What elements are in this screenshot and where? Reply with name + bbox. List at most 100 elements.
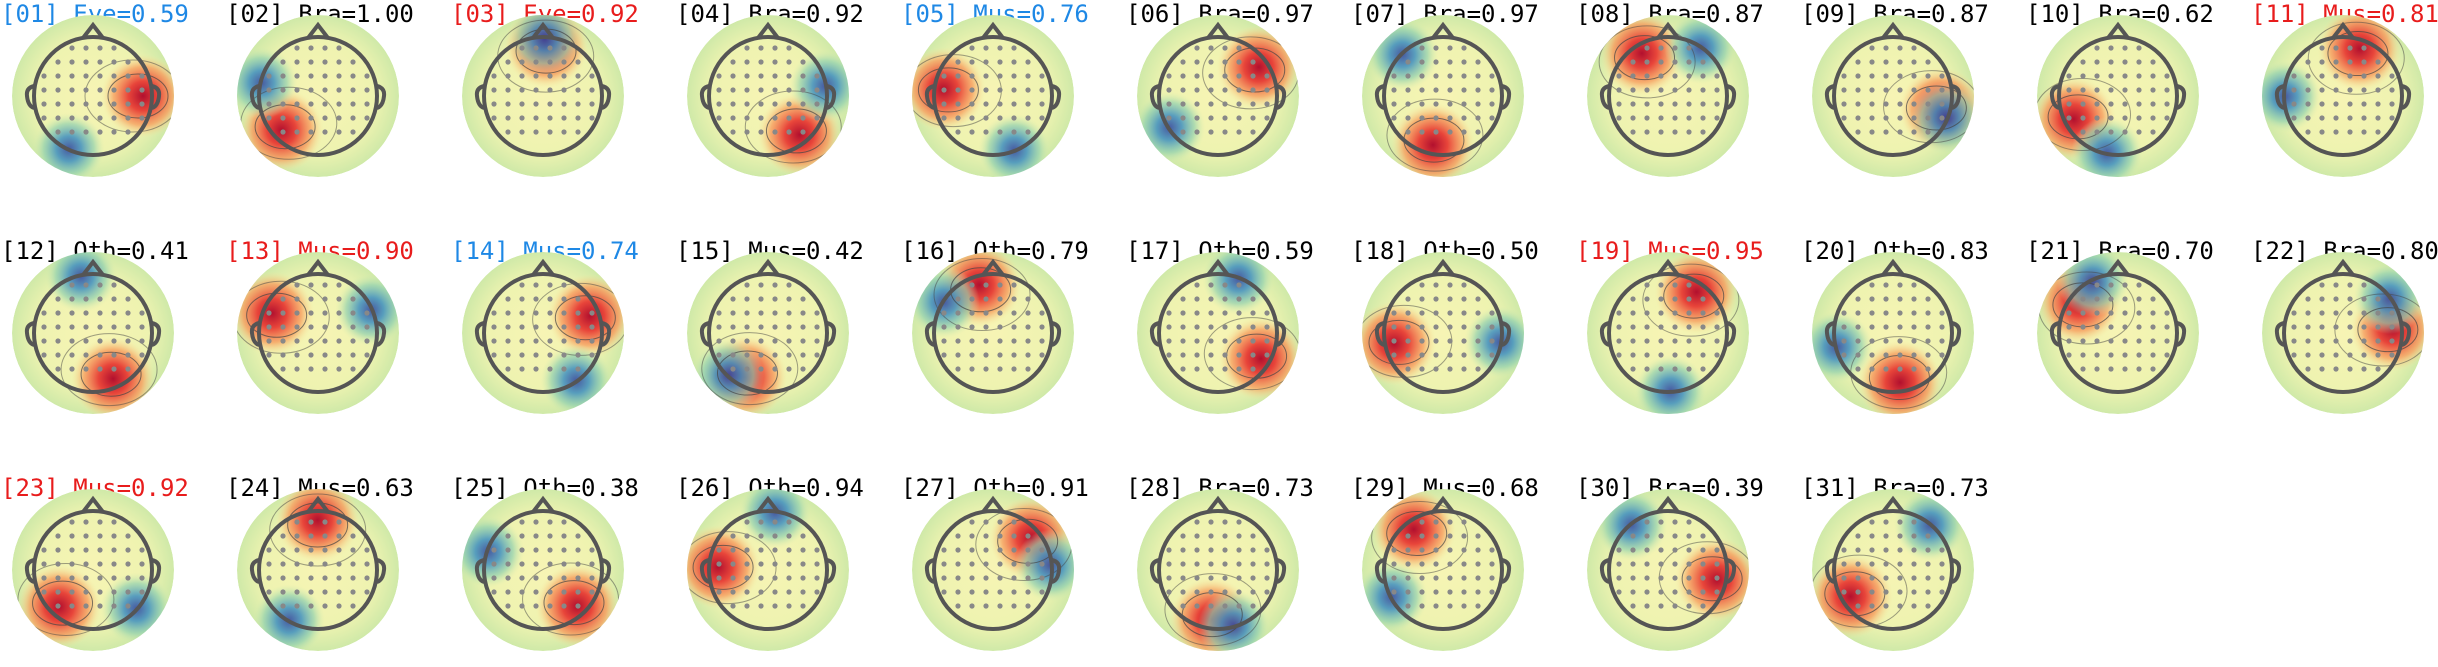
electrode xyxy=(2333,73,2339,79)
electrode xyxy=(983,87,989,93)
electrode xyxy=(1250,115,1256,121)
electrode xyxy=(294,101,300,107)
head-outline xyxy=(932,509,1054,631)
electrode xyxy=(266,575,272,581)
nose xyxy=(1431,258,1455,277)
electrode xyxy=(491,310,497,316)
electrode xyxy=(1911,45,1917,51)
electrode xyxy=(336,589,342,595)
electrode xyxy=(2305,352,2311,358)
electrode xyxy=(139,115,145,121)
electrode xyxy=(2361,338,2367,344)
electrode xyxy=(69,575,75,581)
electrode xyxy=(1644,338,1650,344)
electrode xyxy=(364,589,370,595)
electrode xyxy=(1011,547,1017,553)
electrode xyxy=(1672,59,1678,65)
electrode xyxy=(111,547,117,553)
electrode xyxy=(730,338,736,344)
electrode xyxy=(1419,519,1425,525)
electrode xyxy=(1911,59,1917,65)
electrode xyxy=(1911,296,1917,302)
left-ear xyxy=(2274,321,2285,347)
electrode xyxy=(139,561,145,567)
electrode xyxy=(336,366,342,372)
electrode xyxy=(1250,338,1256,344)
electrode xyxy=(308,338,314,344)
electrode xyxy=(969,101,975,107)
electrode xyxy=(2291,73,2297,79)
electrode xyxy=(547,352,553,358)
right-ear xyxy=(376,84,387,110)
electrode xyxy=(561,547,567,553)
electrode xyxy=(1180,561,1186,567)
electrode xyxy=(97,589,103,595)
electrode xyxy=(1222,519,1228,525)
electrode xyxy=(1925,352,1931,358)
electrode xyxy=(1686,366,1692,372)
electrode xyxy=(1208,129,1214,135)
electrode xyxy=(561,282,567,288)
electrode xyxy=(533,589,539,595)
right-ear xyxy=(1726,321,1737,347)
electrode xyxy=(1630,547,1636,553)
electrode xyxy=(1911,310,1917,316)
head-outline xyxy=(1832,35,1954,157)
electrode xyxy=(800,296,806,302)
electrode xyxy=(2291,115,2297,121)
electrode xyxy=(505,589,511,595)
electrode xyxy=(125,561,131,567)
electrode xyxy=(1208,45,1214,51)
electrode xyxy=(1180,73,1186,79)
electrode xyxy=(1264,310,1270,316)
electrode xyxy=(55,129,61,135)
left-ear xyxy=(1824,84,1835,110)
contour xyxy=(554,295,616,341)
electrode xyxy=(1686,589,1692,595)
electrode xyxy=(1250,87,1256,93)
electrode xyxy=(111,603,117,609)
electrode xyxy=(83,282,89,288)
electrode xyxy=(1405,310,1411,316)
electrode xyxy=(41,561,47,567)
electrode xyxy=(2305,310,2311,316)
electrode xyxy=(125,296,131,302)
electrode xyxy=(1616,87,1622,93)
electrode xyxy=(505,547,511,553)
blob xyxy=(237,271,315,356)
electrode xyxy=(1672,324,1678,330)
electrode xyxy=(69,45,75,51)
electrode xyxy=(1644,533,1650,539)
head-outline xyxy=(1832,509,1954,631)
electrode xyxy=(2305,366,2311,372)
electrode xyxy=(1433,115,1439,121)
right-ear xyxy=(2401,84,2412,110)
electrode xyxy=(1433,101,1439,107)
electrode xyxy=(491,101,497,107)
electrode xyxy=(1644,59,1650,65)
electrode xyxy=(575,603,581,609)
electrode xyxy=(1897,547,1903,553)
electrode xyxy=(1869,575,1875,581)
electrode xyxy=(716,115,722,121)
component: [30] Bra=0.39 xyxy=(1576,474,1764,651)
electrode xyxy=(575,352,581,358)
electrode xyxy=(41,115,47,121)
nose xyxy=(2331,21,2355,40)
electrode xyxy=(1166,324,1172,330)
contour xyxy=(32,580,94,626)
component: [23] Mus=0.92 xyxy=(1,474,189,651)
electrode xyxy=(2319,129,2325,135)
electrode xyxy=(111,324,117,330)
contour xyxy=(1812,554,1908,628)
electrode xyxy=(1236,324,1242,330)
electrode xyxy=(1236,282,1242,288)
electrode xyxy=(2164,324,2170,330)
electrode xyxy=(1925,129,1931,135)
electrode xyxy=(2319,338,2325,344)
electrode xyxy=(1039,547,1045,553)
electrode xyxy=(997,575,1003,581)
electrode xyxy=(1419,115,1425,121)
component: [11] Mus=0.81 xyxy=(2251,0,2438,177)
electrode xyxy=(111,533,117,539)
